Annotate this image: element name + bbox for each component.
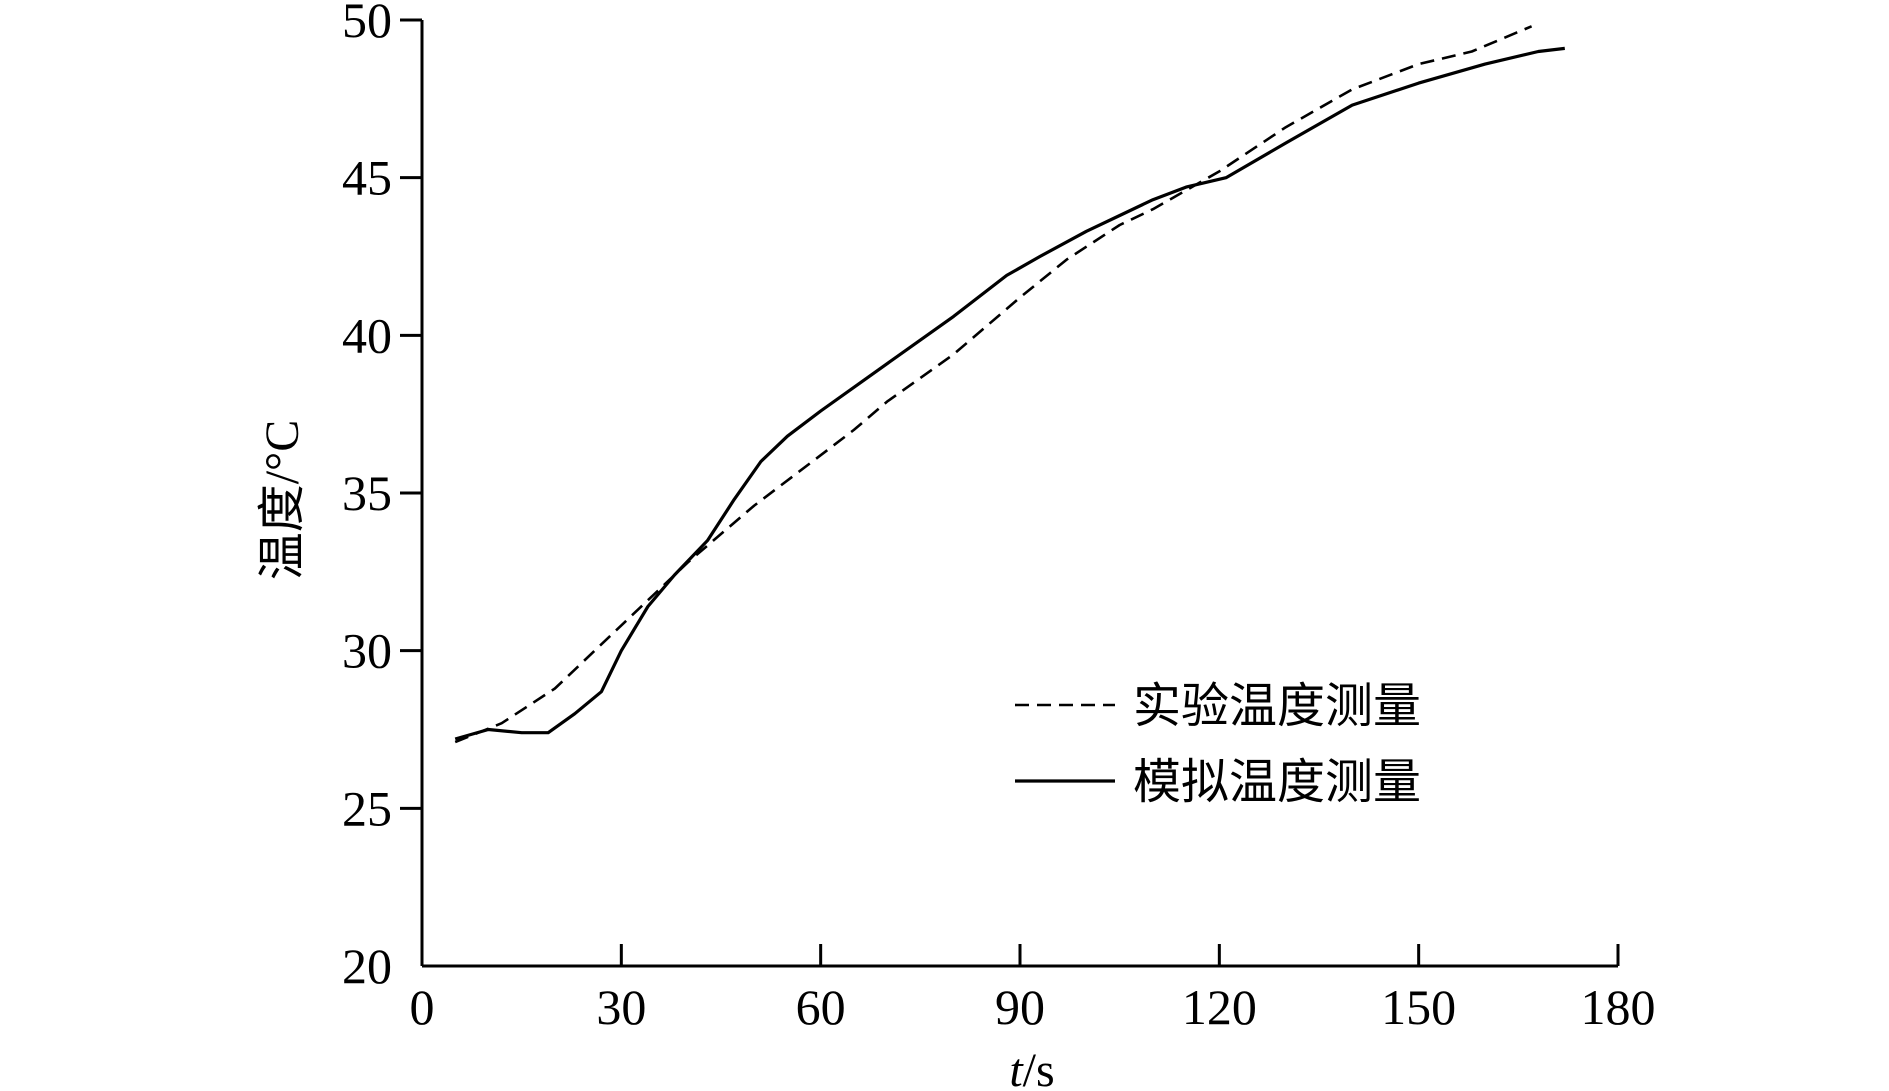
axes: 0 30 60 90 120 150 180 20 25 30 35 40 45 50 <box>342 0 1656 1035</box>
x-tick-label: 90 <box>995 979 1045 1035</box>
x-tick-label: 150 <box>1381 979 1456 1035</box>
y-tick-label: 30 <box>342 623 392 679</box>
y-tick-label: 40 <box>342 307 392 363</box>
y-tick-label: 45 <box>342 150 392 206</box>
series-line-0 <box>454 25 1533 744</box>
series-layer <box>454 25 1565 744</box>
legend-label-0: 实验温度测量 <box>1133 678 1421 734</box>
x-axis-variable: t <box>1009 1044 1024 1091</box>
x-tick-label: 30 <box>596 979 646 1035</box>
y-tick-label: 25 <box>342 780 392 836</box>
x-tick-label: 180 <box>1581 979 1656 1035</box>
x-tick-label: 120 <box>1182 979 1257 1035</box>
x-tick-label: 60 <box>796 979 846 1035</box>
legend-label-1: 模拟温度测量 <box>1133 754 1421 810</box>
y-tick-label: 20 <box>342 938 392 994</box>
x-tick-label: 0 <box>410 979 435 1035</box>
x-axis-title: t/s <box>1009 1044 1054 1091</box>
y-axis-title: 温度/°C <box>256 420 309 581</box>
y-tick-label: 50 <box>342 0 392 48</box>
x-axis-unit: /s <box>1023 1044 1055 1091</box>
y-tick-label: 35 <box>342 465 392 521</box>
series-line-1 <box>454 46 1565 741</box>
